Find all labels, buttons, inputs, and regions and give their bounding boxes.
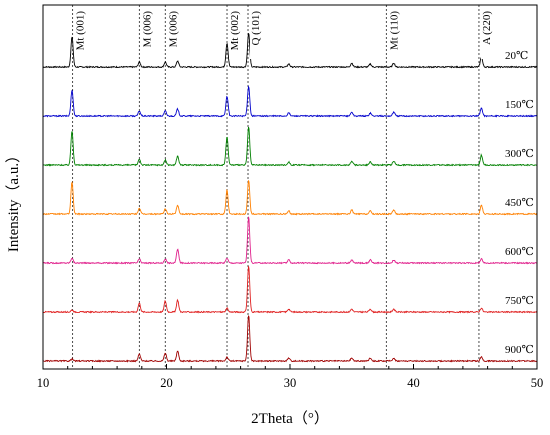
series-label: 900℃ bbox=[505, 344, 534, 356]
series-label: 150℃ bbox=[505, 99, 534, 111]
reference-labels: Mt (001) M (006) M (006) Mt (002) Q (101) Mt … bbox=[74, 7, 493, 59]
reference-label-bg bbox=[167, 7, 180, 59]
series-label: 750℃ bbox=[505, 295, 534, 307]
series-label: 20℃ bbox=[505, 50, 528, 62]
series-line bbox=[42, 126, 538, 167]
reference-label: Mt (001) bbox=[75, 11, 87, 51]
reference-label-bg bbox=[388, 7, 401, 59]
reference-label-bg bbox=[480, 7, 493, 59]
x-axis-ticks: 10 20 30 40 50 bbox=[37, 364, 544, 390]
reference-label: Q (101) bbox=[250, 11, 262, 46]
temperature-labels: 20℃ 150℃ 300℃ 450℃ 600℃ 750℃ 900℃ bbox=[505, 50, 534, 356]
x-tick-label: 50 bbox=[531, 376, 544, 390]
series-line bbox=[42, 84, 538, 118]
x-tick-label: 20 bbox=[160, 376, 173, 390]
y-axis-title: Intensity（a.u.） bbox=[5, 148, 22, 252]
series-label: 450℃ bbox=[505, 197, 534, 209]
series-line bbox=[42, 216, 538, 265]
reference-label-bg bbox=[141, 7, 154, 59]
series-line bbox=[42, 33, 538, 69]
series-label: 300℃ bbox=[505, 148, 534, 160]
x-tick-label: 30 bbox=[284, 376, 297, 390]
reference-lines bbox=[72, 5, 480, 369]
x-axis-title: 2Theta（°） bbox=[251, 410, 329, 427]
series-label: 600℃ bbox=[505, 246, 534, 258]
reference-label-bg bbox=[229, 7, 242, 59]
reference-label: Mt (002) bbox=[229, 11, 241, 51]
series-line bbox=[42, 266, 538, 314]
reference-label-bg bbox=[250, 7, 263, 59]
reference-label-bg bbox=[74, 7, 87, 59]
reference-label: A (220) bbox=[481, 11, 493, 45]
series-line bbox=[42, 180, 538, 216]
series-group bbox=[42, 33, 538, 363]
reference-label: Mt (110) bbox=[388, 11, 400, 50]
plot-frame bbox=[42, 4, 538, 370]
reference-label: M (006) bbox=[141, 11, 153, 48]
x-tick-label: 40 bbox=[407, 376, 420, 390]
reference-label: M (006) bbox=[167, 11, 179, 48]
x-tick-label: 10 bbox=[37, 376, 50, 390]
series-line bbox=[42, 315, 538, 363]
